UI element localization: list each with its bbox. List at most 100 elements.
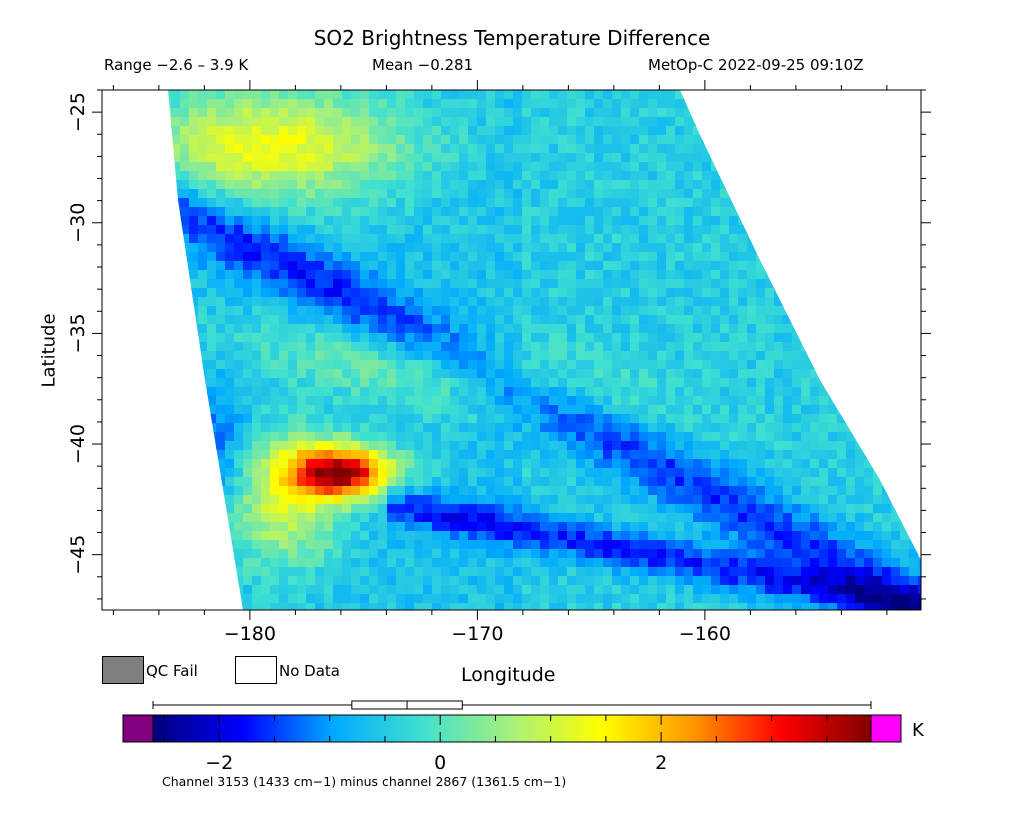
heat-cell: [495, 225, 505, 235]
heat-cell: [864, 414, 874, 424]
heat-cell: [288, 252, 298, 262]
heat-cell: [378, 549, 388, 559]
heat-cell: [168, 387, 172, 397]
heat-cell: [792, 252, 802, 262]
heat-cell: [270, 585, 280, 595]
heat-cell: [540, 261, 550, 271]
heat-cell: [243, 252, 253, 262]
heat-cell: [675, 468, 685, 478]
heat-cell: [450, 261, 460, 271]
heat-cell: [387, 180, 397, 190]
heat-cell: [360, 234, 370, 244]
heat-cell: [360, 450, 370, 460]
heat-cell: [864, 450, 874, 460]
heat-cell: [684, 126, 694, 136]
heat-cell: [189, 153, 199, 163]
heat-cell: [342, 99, 352, 109]
heat-cell: [837, 513, 847, 523]
heat-cell: [189, 126, 199, 136]
heat-cell: [315, 558, 325, 568]
heat-cell: [234, 369, 244, 379]
heat-cell: [504, 153, 514, 163]
heat-cell: [324, 522, 334, 532]
heat-cell: [873, 333, 883, 343]
heat-cell: [648, 297, 658, 307]
heat-cell: [522, 540, 532, 550]
heat-cell: [594, 459, 604, 469]
heat-cell: [909, 513, 919, 523]
heat-cell: [549, 324, 559, 334]
heat-cell: [666, 531, 676, 541]
heat-cell: [207, 144, 217, 154]
heat-cell: [918, 549, 921, 559]
heat-cell: [315, 540, 325, 550]
heat-cell: [882, 477, 892, 487]
heat-cell: [576, 504, 586, 514]
heat-cell: [873, 225, 883, 235]
heat-cell: [504, 504, 514, 514]
heat-cell: [405, 162, 415, 172]
heat-cell: [657, 342, 667, 352]
heat-cell: [252, 522, 262, 532]
heat-cell: [810, 405, 820, 415]
heat-cell: [297, 585, 307, 595]
heat-cell: [324, 279, 334, 289]
heat-cell: [432, 549, 442, 559]
heat-cell: [585, 270, 595, 280]
heat-cell: [225, 261, 235, 271]
heat-cell: [405, 360, 415, 370]
heat-cell: [531, 216, 541, 226]
heat-cell: [711, 495, 721, 505]
heat-cell: [873, 540, 883, 550]
heat-cell: [891, 378, 901, 388]
heat-cell: [369, 351, 379, 361]
heat-cell: [648, 423, 658, 433]
heat-cell: [882, 252, 892, 262]
heat-cell: [414, 162, 424, 172]
heat-cell: [603, 378, 613, 388]
heat-cell: [693, 324, 703, 334]
heat-cell: [603, 495, 613, 505]
heat-cell: [414, 459, 424, 469]
heat-cell: [243, 495, 253, 505]
heat-cell: [252, 306, 262, 316]
heat-cell: [792, 504, 802, 514]
heat-cell: [369, 306, 379, 316]
heat-cell: [297, 486, 307, 496]
heat-cell: [585, 450, 595, 460]
heat-cell: [459, 495, 469, 505]
heat-cell: [621, 333, 631, 343]
heat-cell: [702, 306, 712, 316]
heat-cell: [189, 504, 199, 514]
heat-cell: [675, 450, 685, 460]
heat-cell: [441, 477, 451, 487]
heat-cell: [450, 459, 460, 469]
heat-cell: [495, 495, 505, 505]
heat-cell: [468, 513, 478, 523]
heat-cell: [342, 144, 352, 154]
heat-cell: [783, 270, 793, 280]
heat-cell: [684, 99, 694, 109]
heat-cell: [684, 153, 694, 163]
heat-cell: [288, 603, 298, 610]
heat-cell: [900, 216, 910, 226]
heat-cell: [837, 450, 847, 460]
heat-cell: [324, 117, 334, 127]
heat-cell: [180, 531, 190, 541]
heat-cell: [180, 99, 190, 109]
heat-cell: [216, 324, 226, 334]
heat-cell: [630, 108, 640, 118]
heat-cell: [603, 477, 613, 487]
heat-cell: [459, 486, 469, 496]
heat-cell: [261, 531, 271, 541]
heat-cell: [414, 405, 424, 415]
heat-cell: [297, 477, 307, 487]
heat-cell: [801, 315, 811, 325]
heat-cell: [243, 180, 253, 190]
heat-cell: [567, 513, 577, 523]
heat-cell: [432, 207, 442, 217]
heat-cell: [549, 486, 559, 496]
heat-cell: [918, 252, 921, 262]
heat-cell: [414, 117, 424, 127]
heat-cell: [918, 396, 921, 406]
